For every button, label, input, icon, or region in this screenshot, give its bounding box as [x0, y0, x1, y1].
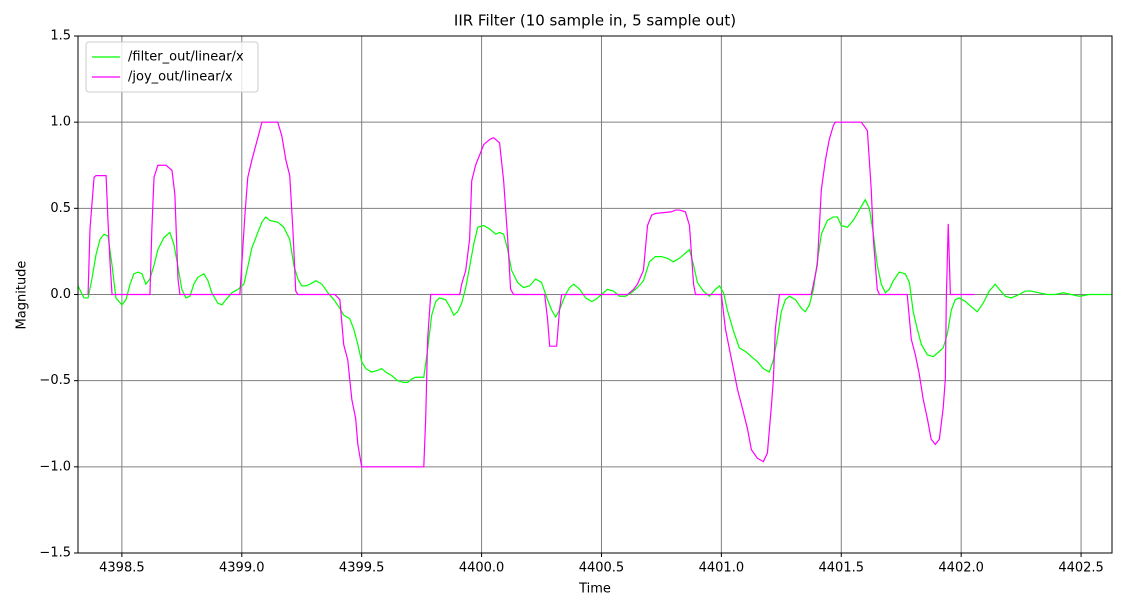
x-tick-label: 4400.5 [579, 561, 625, 576]
series-line [87, 121, 975, 468]
legend-label: /joy_out/linear/x [128, 70, 233, 85]
x-tick-label: 4399.5 [339, 561, 385, 576]
plot-lines [78, 121, 1112, 468]
x-axis-label: Time [578, 582, 611, 597]
y-tick-label: −1.0 [39, 459, 71, 474]
y-axis-label: Magnitude [15, 261, 30, 330]
y-tick-label: 1.0 [50, 115, 71, 130]
x-tick-label: 4402.5 [1058, 561, 1104, 576]
y-tick-label: −0.5 [39, 373, 71, 388]
x-tick-label: 4402.0 [938, 561, 984, 576]
chart-title: IIR Filter (10 sample in, 5 sample out) [454, 12, 736, 30]
legend: /filter_out/linear/x/joy_out/linear/x [85, 41, 259, 93]
legend-box [85, 41, 259, 93]
x-tick-label: 4401.0 [699, 561, 745, 576]
x-tick-label: 4398.5 [99, 561, 145, 576]
y-tick-label: 0.0 [50, 287, 71, 302]
ticks: 4398.5 4399.0 4399.5 4400.0 4400.5 4401.0 4401… [39, 29, 1103, 576]
y-tick-label: 1.5 [50, 29, 71, 44]
legend-label: /filter_out/linear/x [128, 50, 244, 65]
x-tick-label: 4399.0 [219, 561, 265, 576]
x-tick-label: 4400.0 [459, 561, 505, 576]
y-tick-label: 0.5 [50, 201, 71, 216]
x-tick-label: 4401.5 [819, 561, 865, 576]
series-line [78, 198, 1112, 383]
y-tick-label: −1.5 [39, 546, 71, 561]
